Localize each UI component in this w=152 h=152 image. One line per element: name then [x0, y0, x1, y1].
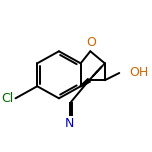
- Text: Cl: Cl: [2, 92, 14, 105]
- Text: OH: OH: [130, 66, 149, 79]
- Polygon shape: [80, 79, 90, 87]
- Text: N: N: [65, 117, 74, 130]
- Text: O: O: [86, 36, 96, 49]
